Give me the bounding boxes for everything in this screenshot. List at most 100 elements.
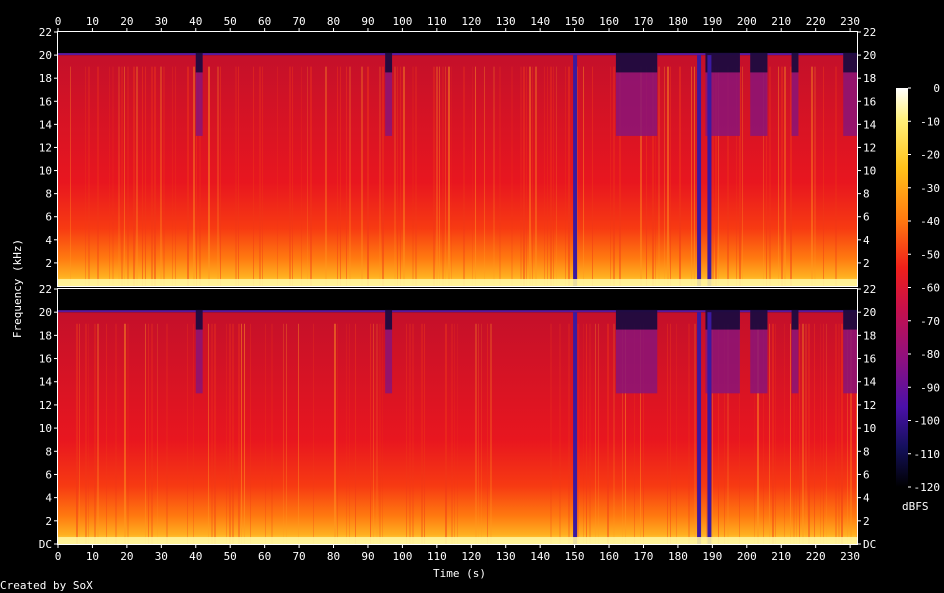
quiet-segment-top (791, 309, 799, 330)
texture-streak (127, 66, 129, 287)
texture-streak (127, 323, 129, 544)
x-tick-label: 60 (258, 550, 271, 563)
y-tick-label: 22 (39, 283, 52, 296)
x-tick-label: 180 (668, 550, 688, 563)
texture-streak (97, 323, 99, 544)
texture-streak (535, 66, 537, 287)
texture-streak (799, 323, 800, 544)
texture-streak (823, 323, 824, 544)
texture-streak (382, 323, 383, 544)
quiet-segment-top (843, 52, 857, 73)
texture-streak (265, 323, 266, 544)
texture-streak (451, 323, 453, 544)
texture-streak (667, 323, 668, 544)
colorbar (896, 88, 908, 487)
y-tick-label: 8 (45, 445, 52, 458)
texture-streak (394, 66, 396, 287)
texture-streak (520, 66, 522, 287)
texture-streak (550, 323, 552, 544)
texture-streak (415, 66, 417, 287)
texture-streak (409, 323, 411, 544)
y-tick-label: 2 (863, 515, 870, 528)
texture-streak (679, 66, 681, 287)
cutoff-fringe (58, 310, 857, 313)
x-tick-label: 20 (120, 15, 133, 28)
texture-streak (577, 323, 579, 544)
texture-streak (484, 66, 485, 287)
dropout-column (697, 312, 702, 544)
y-tick-label: 12 (39, 141, 52, 154)
y-tick-label: 6 (863, 468, 870, 481)
texture-streak (349, 323, 350, 544)
x-tick-label: 200 (737, 550, 757, 563)
texture-streak (187, 323, 188, 544)
texture-streak (640, 66, 642, 287)
x-tick-label: 160 (599, 550, 619, 563)
texture-streak (547, 66, 548, 287)
texture-streak (670, 323, 671, 544)
texture-streak (769, 66, 771, 287)
y-tick-label: 10 (863, 422, 876, 435)
low-frequency-band (58, 537, 857, 544)
texture-streak (433, 66, 435, 287)
footer-credit: Created by SoX (0, 579, 93, 592)
dropout-column (573, 312, 578, 544)
colorbar-tick-label: -10 (920, 115, 940, 128)
texture-streak (634, 323, 635, 544)
y-tick-label: 18 (39, 72, 52, 85)
texture-streak (232, 323, 234, 544)
texture-streak (781, 66, 783, 287)
texture-streak (241, 323, 242, 544)
y-tick-label: 22 (39, 26, 52, 39)
texture-streak (214, 323, 216, 544)
texture-streak (784, 66, 786, 287)
y-tick-label: 16 (39, 353, 52, 366)
texture-streak (70, 66, 71, 287)
texture-streak (79, 323, 80, 544)
texture-streak (154, 66, 156, 287)
quiet-segment-top (791, 52, 799, 73)
texture-streak (727, 66, 729, 287)
texture-streak (379, 66, 381, 287)
texture-streak (607, 323, 609, 544)
texture-streak (592, 66, 593, 287)
quiet-segment (750, 312, 768, 394)
texture-streak (307, 66, 308, 287)
texture-streak (157, 323, 158, 544)
texture-streak (688, 323, 690, 544)
colorbar-label: dBFS (902, 500, 929, 513)
colorbar-tick-label: -50 (920, 248, 940, 261)
y-tick-label: 2 (863, 257, 870, 270)
texture-streak (511, 66, 513, 287)
texture-streak (583, 323, 584, 544)
texture-streak (229, 323, 231, 544)
texture-streak (841, 323, 843, 544)
texture-streak (622, 323, 623, 544)
texture-streak (856, 323, 857, 544)
x-tick-label: 0 (55, 15, 62, 28)
texture-streak (778, 66, 779, 287)
texture-streak (766, 66, 767, 287)
texture-streak (346, 66, 347, 287)
x-tick-label: 220 (806, 15, 826, 28)
texture-streak (220, 66, 221, 287)
texture-streak (436, 66, 438, 287)
texture-streak (475, 323, 477, 544)
texture-streak (568, 323, 570, 544)
y-tick-label: 16 (39, 95, 52, 108)
texture-streak (790, 323, 791, 544)
texture-streak (850, 323, 852, 544)
texture-streak (262, 66, 263, 287)
texture-streak (283, 323, 284, 544)
quiet-segment-top (705, 309, 740, 330)
colorbar-tick-label: -80 (920, 348, 940, 361)
texture-streak (85, 323, 87, 544)
texture-streak (313, 323, 314, 544)
texture-streak (835, 323, 837, 544)
colorbar-tick-label: -110 (914, 448, 941, 461)
dropout-column (573, 55, 578, 286)
texture-streak (847, 323, 848, 544)
y-tick-label: 14 (863, 118, 877, 131)
